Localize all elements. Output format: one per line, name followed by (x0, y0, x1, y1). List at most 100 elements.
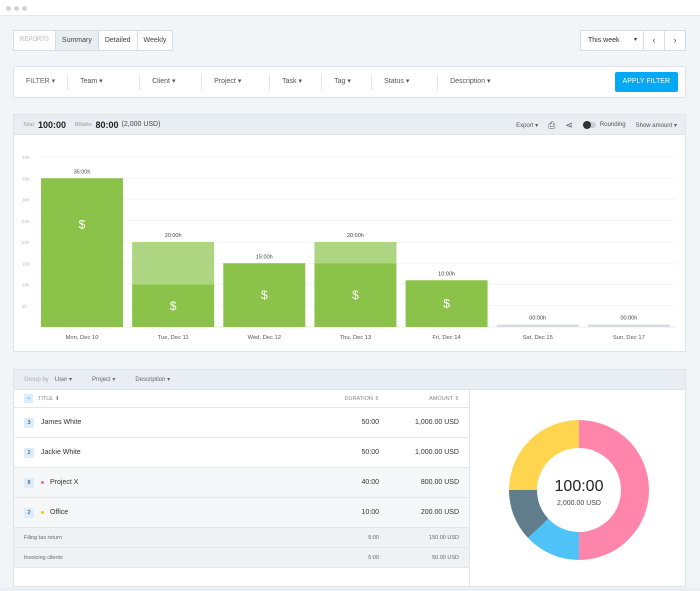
filter-bar: FILTER ▾ Team ▾ Client ▾ Project ▾ Task … (13, 66, 686, 98)
tab-detailed[interactable]: Detailed (99, 31, 138, 50)
subrow-amount: 150.00 USD (429, 534, 459, 541)
billable-bar[interactable] (314, 263, 397, 327)
bar-total-label: 10:00h (438, 271, 455, 277)
total-label: Total: (23, 121, 35, 128)
sort-icon: ⇕ (454, 395, 459, 402)
expand-all-icon[interactable]: ⌄ (24, 394, 33, 403)
donut-slice[interactable] (509, 420, 579, 490)
filter-tag[interactable]: Tag ▾ (322, 74, 373, 90)
table-row[interactable]: 8 Project X 40:00 800.00 USD (14, 468, 469, 498)
window-dot-icon (6, 6, 11, 11)
bar-chart: 40h 35h 30h 25h 20h 15h 10h 5h $35:00h Mon, Dec 1… (14, 135, 685, 351)
window-dot-icon (14, 6, 19, 11)
tab-weekly[interactable]: Weekly (143, 37, 167, 44)
billable-bar[interactable] (223, 263, 306, 327)
empty-bar[interactable] (496, 324, 579, 328)
chevron-down-icon: ▾ (112, 377, 116, 383)
tab-summary[interactable]: Summary (55, 31, 99, 50)
billable-amount: (2,000 USD) (121, 121, 161, 128)
group-by-project[interactable]: Project ▾ (82, 376, 125, 383)
count-badge[interactable]: 2 (24, 507, 34, 518)
donut-slice[interactable] (509, 490, 549, 538)
next-week-button[interactable]: › (665, 30, 686, 51)
printer-icon[interactable]: ⎙ (548, 119, 556, 130)
amount-header-label: AMOUNT (429, 395, 453, 402)
count-badge[interactable]: 8 (24, 477, 34, 488)
empty-bar[interactable] (587, 324, 670, 328)
filter-task[interactable]: Task ▾ (270, 74, 323, 90)
chevron-down-icon: ▾ (51, 78, 56, 85)
billable-value: 80:00 (95, 119, 119, 130)
duration-column-header[interactable]: DURATION ⇕ (324, 396, 379, 402)
donut-center-amount: 2,000.00 USD (557, 500, 601, 507)
sort-icon: ⇕ (374, 395, 379, 402)
billable-label: Billable: (74, 121, 93, 128)
report-tabs: REPORTS Summary Detailed Weekly (13, 30, 174, 51)
row-title: James White (41, 419, 82, 426)
row-duration: 10:00 (361, 509, 379, 516)
table-row[interactable]: 3 James White 50:00 1,000.00 USD (14, 408, 469, 438)
y-tick-label: 25h (22, 219, 30, 224)
row-duration: 50:00 (361, 419, 379, 426)
x-tick-label: Tue, Dec 11 (158, 335, 189, 341)
filter-project[interactable]: Project ▾ (202, 74, 271, 90)
window-dot-icon (22, 6, 27, 11)
row-title: Project X (50, 479, 79, 486)
row-title: Jackie White (41, 449, 81, 456)
donut-chart: 100:00 2,000.00 USD (469, 390, 687, 588)
y-tick-label: 20h (22, 240, 30, 245)
billable-bar[interactable] (132, 284, 215, 328)
dollar-icon: $ (443, 297, 450, 311)
table-row[interactable]: 2 Jackie White 50:00 1,000.00 USD (14, 438, 469, 468)
non-billable-bar[interactable] (314, 242, 397, 264)
filter-status[interactable]: Status ▾ (372, 74, 439, 90)
toggle-switch[interactable] (582, 121, 596, 129)
share-icon[interactable]: ⋖ (565, 119, 573, 130)
bar-total-label: 00:00h (620, 316, 637, 322)
tab-reports: REPORTS (14, 31, 56, 50)
table-subrow[interactable]: Invoicing clients 5:00 50.00 USD (14, 548, 469, 568)
x-tick-label: Sat, Dec 15 (523, 335, 553, 341)
bar-total-label: 00:00h (529, 316, 546, 322)
row-amount: 1,000.00 USD (415, 419, 459, 426)
total-value: 100:00 (37, 119, 66, 130)
table-row[interactable]: 2 Office 10:00 200.00 USD (14, 498, 469, 528)
donut-slice[interactable] (579, 420, 649, 560)
row-amount: 800.00 USD (420, 479, 459, 486)
filter-description[interactable]: Description ▾ (438, 74, 502, 90)
amount-column-header[interactable]: AMOUNT ⇕ (379, 396, 459, 402)
apply-filter-button[interactable]: APPLY FILTER (614, 72, 678, 92)
chevron-down-icon: ▾ (99, 78, 103, 85)
x-tick-label: Thu, Dec 13 (340, 335, 372, 341)
group-by-description[interactable]: Description ▾ (125, 376, 180, 383)
table-subrow[interactable]: Filing tax return 5:00 150.00 USD (14, 528, 469, 548)
rounding-label: Rounding (599, 122, 626, 128)
billable-bar[interactable] (405, 280, 488, 327)
non-billable-bar[interactable] (132, 242, 215, 285)
rounding-toggle[interactable]: Rounding (582, 121, 626, 129)
filter-dropdown[interactable]: FILTER ▾ (14, 74, 69, 90)
date-range-select[interactable]: This week ▾ (580, 30, 644, 51)
count-badge[interactable]: 2 (24, 447, 34, 458)
export-dropdown[interactable]: Export ▾ (516, 122, 538, 129)
bar-total-label: 15:00h (256, 254, 273, 260)
show-amount-dropdown[interactable]: Show amount ▾ (636, 122, 677, 129)
subrow-title: Filing tax return (24, 534, 62, 541)
subrow-title: Invoicing clients (24, 554, 63, 561)
count-badge[interactable]: 3 (24, 417, 34, 428)
bar-total-label: 20:00h (165, 233, 182, 239)
billable-bar[interactable] (41, 178, 123, 327)
donut-chart-svg: 100:00 2,000.00 USD (509, 420, 649, 560)
bar-total-label: 35:00h (74, 169, 91, 175)
x-tick-label: Sun, Dec 17 (613, 335, 645, 341)
prev-week-button[interactable]: ‹ (644, 30, 665, 51)
chart-toolbar: Export ▾ ⎙ ⋖ Rounding Show amount ▾ (516, 115, 677, 135)
title-column-header[interactable]: ⌄ TITLE ⬇ (14, 394, 324, 403)
filter-client[interactable]: Client ▾ (140, 74, 203, 90)
chevron-down-icon: ▾ (237, 78, 242, 85)
summary-table: ⌄ TITLE ⬇ DURATION ⇕ AMOUNT ⇕ 3 James Whi… (14, 390, 469, 568)
donut-slice[interactable] (527, 518, 579, 560)
filter-task-label: Task (282, 78, 297, 85)
group-by-user[interactable]: Group by User ▾ (14, 376, 82, 383)
filter-team[interactable]: Team ▾ (68, 74, 141, 90)
